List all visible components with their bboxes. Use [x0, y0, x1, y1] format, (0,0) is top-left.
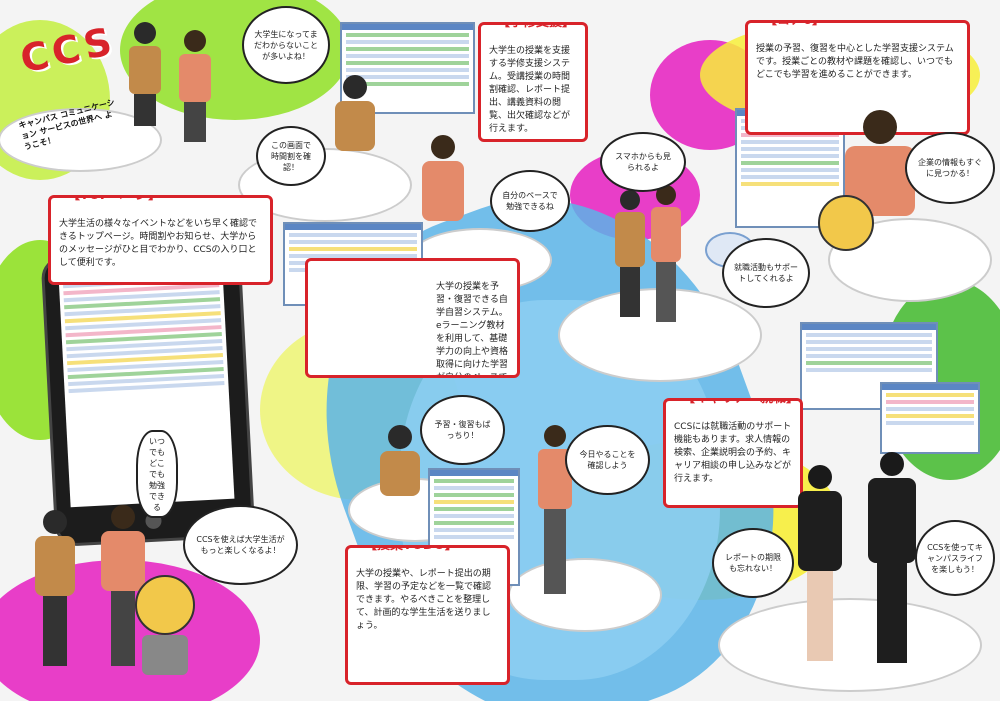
mascot-figure	[130, 575, 200, 675]
section-class-todo: 【授業TODO】 大学の授業や、レポート提出の期限、学習の予定などを一覧で確認で…	[345, 545, 510, 685]
section-self-study: 【自学自習】 大学の授業を予習・復習できる自学自習システム。eラーニング教材を利…	[305, 258, 520, 378]
section-career: 【キャリア・就職】 CCSには就職活動のサポート機能もあります。求人情報の検索、…	[663, 398, 803, 508]
student-figure	[648, 185, 684, 335]
section-body: 授業の予習、復習を中心とした学習支援システムです。授業ごとの教材や課題を確認し、…	[756, 44, 954, 80]
cloud	[0, 110, 160, 170]
speech-bubble: CCSを使ってキャンパスライフを楽しもう！	[915, 520, 995, 596]
speech-bubble: いつでもどこでも勉強できる	[136, 430, 178, 518]
section-title: 【コア6】	[760, 23, 830, 31]
section-learning-support: 【学修支援】 大学生の授業を支援する学修支援システム。受講授業の時間割確認、レポ…	[478, 22, 588, 142]
section-title: 【キャリア・就職】	[678, 401, 800, 409]
speech-bubble: 企業の情報もすぐに見つかる！	[905, 132, 995, 204]
mascot-figure	[818, 195, 874, 255]
section-body: CCSには就職活動のサポート機能もあります。求人情報の検索、企業説明会の予約、キ…	[674, 422, 792, 484]
section-body: 大学生活の様々なイベントなどをいち早く確認できるトップページ。時間割やお知らせ、…	[59, 219, 258, 268]
speech-bubble: 予習・復習もばっちり！	[420, 395, 505, 465]
cloud	[720, 600, 980, 690]
section-body: 大学の授業や、レポート提出の期限、学習の予定などを一覧で確認できます。やるべきこ…	[356, 569, 492, 631]
section-body: 大学の授業を予習・復習できる自学自習システム。eラーニング教材を利用して、基礎学…	[436, 282, 509, 378]
speech-bubble: 自分のペースで勉強できるね	[490, 170, 570, 232]
student-figure	[375, 425, 425, 505]
student-figure	[95, 505, 150, 680]
section-top-page: 【TOPページ】 大学生活の様々なイベントなどをいち早く確認できるトップページ。…	[48, 195, 273, 285]
section-title: 【学修支援】	[493, 25, 580, 33]
speech-bubble: 大学生になってまだわからないことが多いよね！	[242, 6, 330, 84]
speech-bubble: レポートの期限も忘れない！	[712, 528, 794, 598]
cloud	[510, 560, 660, 630]
student-figure	[175, 30, 215, 150]
section-title: 【授業TODO】	[360, 548, 462, 556]
section-core: 【コア6】 授業の予習、復習を中心とした学習支援システムです。授業ごとの教材や課…	[745, 20, 970, 135]
career-calendar-screenshot	[880, 382, 980, 454]
speech-bubble: スマホからも見られるよ	[600, 132, 686, 192]
student-figure	[840, 110, 920, 240]
section-body: 大学生の授業を支援する学修支援システム。受講授業の時間割確認、レポート提出、講義…	[489, 46, 571, 134]
student-figure	[330, 75, 380, 165]
speech-bubble: 今日やることを確認しよう	[565, 425, 650, 495]
student-figure-suit	[792, 465, 847, 675]
student-figure	[612, 190, 648, 330]
learning-support-screenshot	[340, 22, 475, 114]
speech-bubble: CCSを使えば大学生活がもっと楽しくなるよ！	[183, 505, 298, 585]
student-figure	[125, 22, 165, 132]
speech-bubble: この画面で時間割を確認！	[256, 126, 326, 186]
section-title: 【TOPページ】	[63, 198, 166, 206]
student-figure	[30, 510, 80, 680]
student-figure	[415, 135, 470, 255]
speech-bubble: 就職活動もサポートしてくれるよ	[722, 238, 810, 308]
student-figure-suit	[862, 452, 922, 677]
